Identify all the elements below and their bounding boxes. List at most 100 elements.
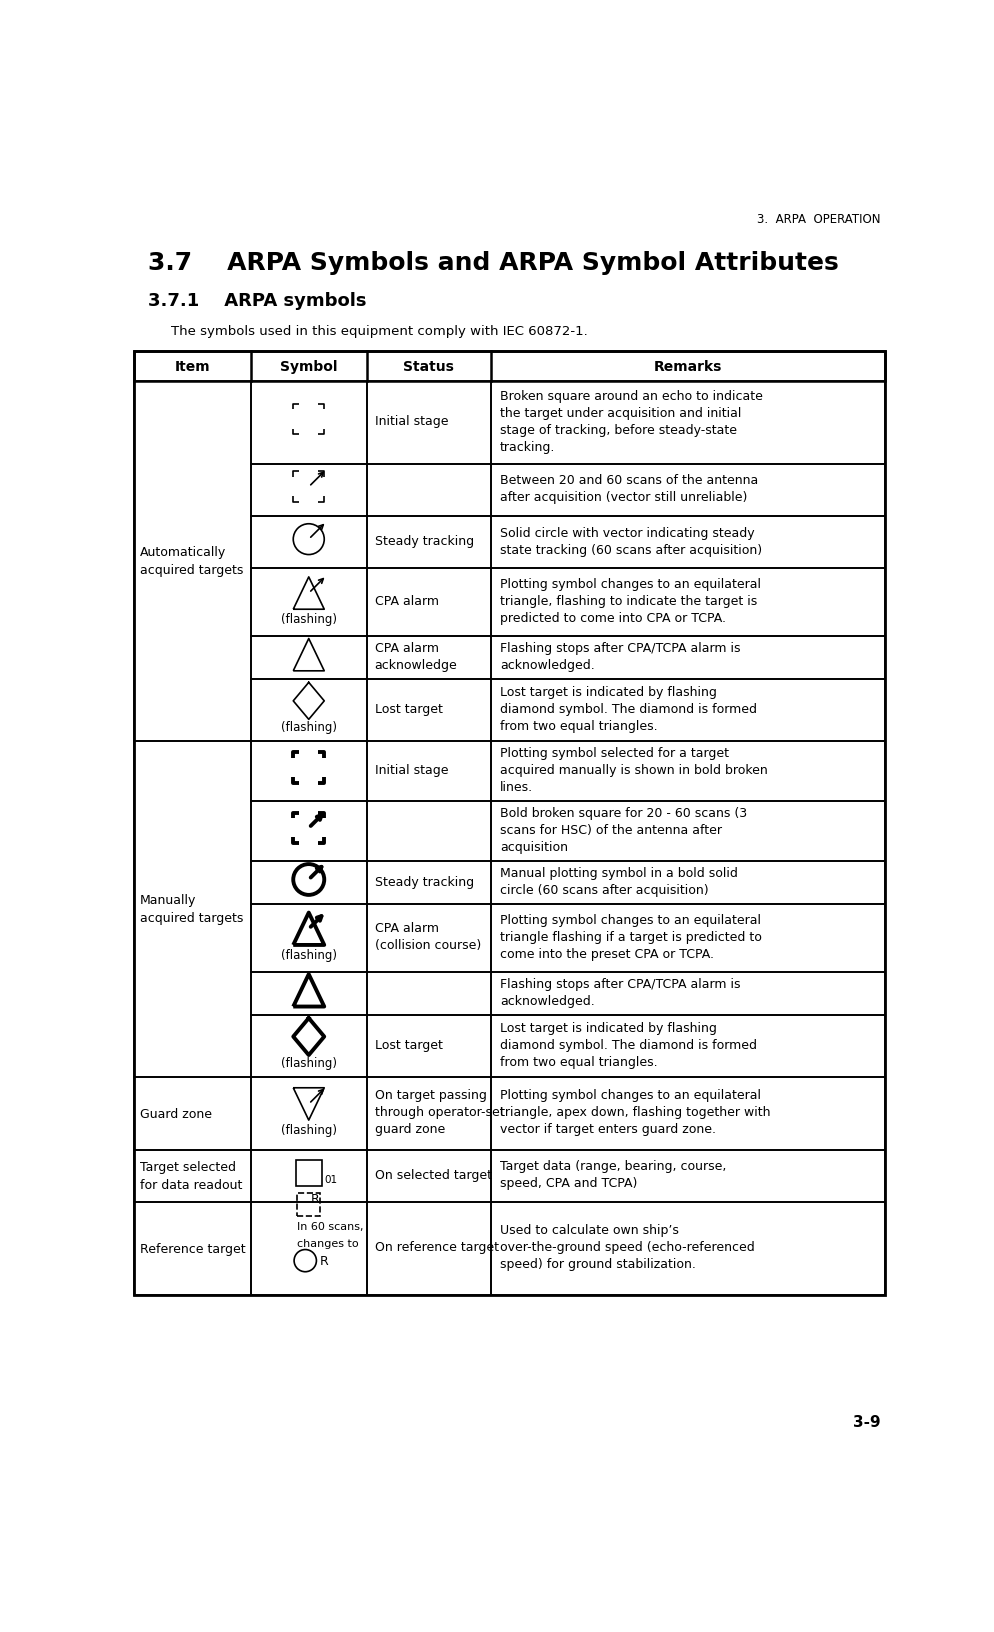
Bar	[367, 1203, 491, 1294]
Bar	[250, 465, 367, 517]
Bar	[250, 1015, 367, 1077]
Text: Reference target: Reference target	[140, 1242, 246, 1255]
Bar	[250, 801, 367, 862]
Bar	[250, 517, 367, 570]
Bar	[367, 681, 491, 741]
Text: (flashing): (flashing)	[280, 1056, 337, 1069]
Bar	[367, 570, 491, 636]
Text: Automatically
acquired targets: Automatically acquired targets	[140, 545, 244, 576]
Text: R: R	[311, 1193, 320, 1206]
Text: Steady tracking: Steady tracking	[375, 535, 474, 548]
Bar	[250, 681, 367, 741]
Text: Plotting symbol changes to an equilateral
triangle, flashing to indicate the tar: Plotting symbol changes to an equilatera…	[500, 578, 761, 625]
Text: 01: 01	[324, 1175, 337, 1185]
Text: Guard zone: Guard zone	[140, 1106, 212, 1120]
Bar	[134, 1077, 250, 1151]
Bar	[491, 862, 885, 904]
Bar	[491, 636, 885, 681]
Bar	[491, 801, 885, 862]
Bar	[367, 1151, 491, 1203]
Bar	[134, 741, 250, 1077]
Bar	[491, 681, 885, 741]
Bar	[367, 862, 491, 904]
Text: On target passing
through operator-set
guard zone: On target passing through operator-set g…	[375, 1089, 504, 1136]
Bar	[491, 382, 885, 465]
Text: Item: Item	[175, 359, 211, 374]
Text: (flashing): (flashing)	[280, 721, 337, 734]
Text: Remarks: Remarks	[653, 359, 722, 374]
Bar	[491, 570, 885, 636]
Bar	[367, 1015, 491, 1077]
Text: changes to: changes to	[297, 1237, 359, 1248]
Text: Symbol: Symbol	[280, 359, 338, 374]
Text: Initial stage: Initial stage	[375, 764, 448, 777]
Text: Lost target: Lost target	[375, 1038, 442, 1051]
Bar	[250, 973, 367, 1015]
Text: (flashing): (flashing)	[280, 614, 337, 627]
Bar	[491, 517, 885, 570]
Text: Manual plotting symbol in a bold solid
circle (60 scans after acquisition): Manual plotting symbol in a bold solid c…	[500, 867, 738, 896]
Text: Used to calculate own ship’s
over-the-ground speed (echo-referenced
speed) for g: Used to calculate own ship’s over-the-gr…	[500, 1224, 754, 1270]
Bar	[367, 801, 491, 862]
Bar	[250, 1077, 367, 1151]
Bar	[134, 1151, 250, 1203]
Bar	[491, 904, 885, 973]
Bar	[295, 1160, 322, 1186]
Bar	[367, 636, 491, 681]
Text: 3-9: 3-9	[853, 1415, 881, 1430]
Text: CPA alarm: CPA alarm	[375, 596, 438, 607]
Bar	[250, 741, 367, 801]
Bar	[491, 1077, 885, 1151]
Bar	[367, 465, 491, 517]
Text: R: R	[319, 1255, 328, 1268]
Bar	[250, 382, 367, 465]
Bar	[367, 382, 491, 465]
Bar	[250, 1203, 367, 1294]
Bar	[297, 1193, 320, 1216]
Text: On reference target: On reference target	[375, 1240, 499, 1253]
Text: Plotting symbol changes to an equilateral
triangle flashing if a target is predi: Plotting symbol changes to an equilatera…	[500, 914, 761, 960]
Text: The symbols used in this equipment comply with IEC 60872-1.: The symbols used in this equipment compl…	[171, 325, 587, 338]
Text: Steady tracking: Steady tracking	[375, 875, 474, 888]
Bar	[491, 741, 885, 801]
Text: CPA alarm
acknowledge: CPA alarm acknowledge	[375, 641, 457, 672]
Bar	[250, 862, 367, 904]
Text: CPA alarm
(collision course): CPA alarm (collision course)	[375, 922, 481, 951]
Text: Broken square around an echo to indicate
the target under acquisition and initia: Broken square around an echo to indicate…	[500, 390, 762, 454]
Bar	[491, 1151, 885, 1203]
Bar	[134, 353, 885, 1294]
Bar	[134, 1203, 250, 1294]
Bar	[134, 353, 885, 382]
Text: On selected target: On selected target	[375, 1169, 492, 1182]
Text: Flashing stops after CPA/TCPA alarm is
acknowledged.: Flashing stops after CPA/TCPA alarm is a…	[500, 641, 741, 672]
Text: 3.7    ARPA Symbols and ARPA Symbol Attributes: 3.7 ARPA Symbols and ARPA Symbol Attribu…	[147, 251, 838, 276]
Bar	[250, 904, 367, 973]
Text: Lost target: Lost target	[375, 703, 442, 715]
Bar	[250, 636, 367, 681]
Text: (flashing): (flashing)	[280, 1123, 337, 1136]
Text: Status: Status	[404, 359, 454, 374]
Bar	[491, 1015, 885, 1077]
Bar	[491, 973, 885, 1015]
Bar	[491, 465, 885, 517]
Bar	[367, 517, 491, 570]
Bar	[367, 1077, 491, 1151]
Text: Between 20 and 60 scans of the antenna
after acquisition (vector still unreliabl: Between 20 and 60 scans of the antenna a…	[500, 473, 758, 504]
Bar	[134, 382, 250, 741]
Text: Lost target is indicated by flashing
diamond symbol. The diamond is formed
from : Lost target is indicated by flashing dia…	[500, 1022, 757, 1067]
Bar	[367, 904, 491, 973]
Text: Target data (range, bearing, course,
speed, CPA and TCPA): Target data (range, bearing, course, spe…	[500, 1160, 727, 1190]
Text: Lost target is indicated by flashing
diamond symbol. The diamond is formed
from : Lost target is indicated by flashing dia…	[500, 685, 757, 733]
Text: Plotting symbol changes to an equilateral
triangle, apex down, flashing together: Plotting symbol changes to an equilatera…	[500, 1089, 770, 1136]
Bar	[491, 1203, 885, 1294]
Text: Manually
acquired targets: Manually acquired targets	[140, 894, 244, 925]
Text: Solid circle with vector indicating steady
state tracking (60 scans after acquis: Solid circle with vector indicating stea…	[500, 527, 762, 557]
Text: Initial stage: Initial stage	[375, 415, 448, 428]
Text: 3.7.1    ARPA symbols: 3.7.1 ARPA symbols	[147, 292, 366, 310]
Text: In 60 scans,: In 60 scans,	[297, 1222, 364, 1232]
Text: Target selected
for data readout: Target selected for data readout	[140, 1160, 243, 1191]
Text: Flashing stops after CPA/TCPA alarm is
acknowledged.: Flashing stops after CPA/TCPA alarm is a…	[500, 978, 741, 1007]
Bar	[250, 570, 367, 636]
Text: (flashing): (flashing)	[280, 948, 337, 961]
Bar	[367, 741, 491, 801]
